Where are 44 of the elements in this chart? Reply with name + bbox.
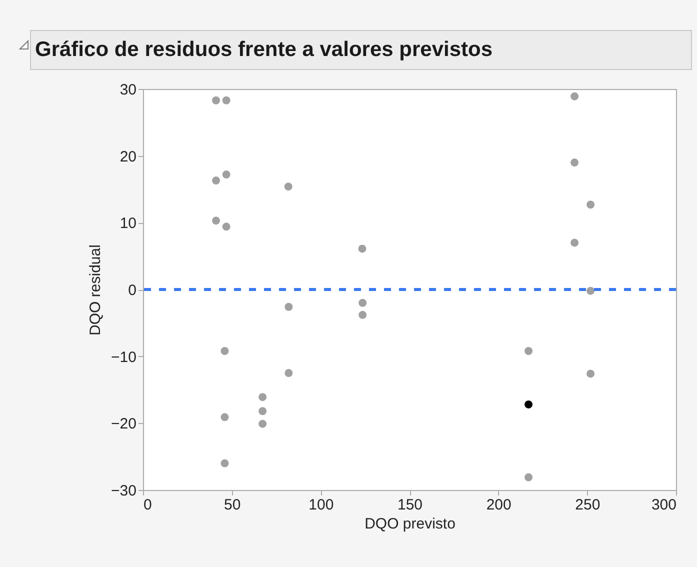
point	[212, 96, 220, 104]
y-tick-label: 20	[120, 148, 136, 166]
point	[284, 182, 292, 191]
y-tick-label: 10	[120, 215, 136, 232]
point	[570, 92, 579, 100]
y-tick-label: 0	[128, 282, 136, 299]
point	[220, 346, 229, 355]
point	[258, 407, 267, 416]
point	[358, 244, 366, 253]
y-tick-label: −20	[111, 416, 136, 433]
y-axis-title: DQO residual	[87, 244, 104, 336]
point	[222, 96, 230, 104]
point	[258, 393, 267, 402]
point	[220, 459, 229, 468]
point	[284, 302, 293, 311]
x-tick-label: 200	[486, 496, 512, 514]
point	[220, 413, 229, 422]
x-tick-label: 100	[308, 496, 334, 514]
y-tick-label: 30	[120, 82, 136, 98]
point	[222, 170, 230, 179]
x-tick-label: 50	[224, 496, 241, 514]
point	[570, 158, 579, 167]
point	[524, 346, 533, 355]
x-tick-label: 0	[144, 496, 152, 514]
point	[586, 370, 595, 378]
point	[570, 238, 579, 247]
x-tick-label: 150	[397, 496, 423, 514]
y-tick-label: −30	[111, 482, 136, 500]
point	[212, 216, 220, 225]
point	[586, 286, 595, 295]
point	[358, 310, 367, 319]
point	[212, 176, 220, 185]
x-tick-label: 250	[575, 496, 600, 514]
point	[586, 200, 595, 209]
point	[524, 400, 533, 408]
point	[358, 298, 367, 307]
point	[258, 420, 267, 428]
x-axis-title: DQO previsto	[364, 516, 456, 532]
point	[524, 473, 533, 482]
point	[222, 222, 230, 231]
y-tick-label: −10	[111, 348, 136, 366]
x-tick-label: 300	[651, 496, 676, 514]
chart-title: Gráfico de residuos frente a valores previstos	[35, 38, 493, 61]
point	[284, 369, 293, 378]
